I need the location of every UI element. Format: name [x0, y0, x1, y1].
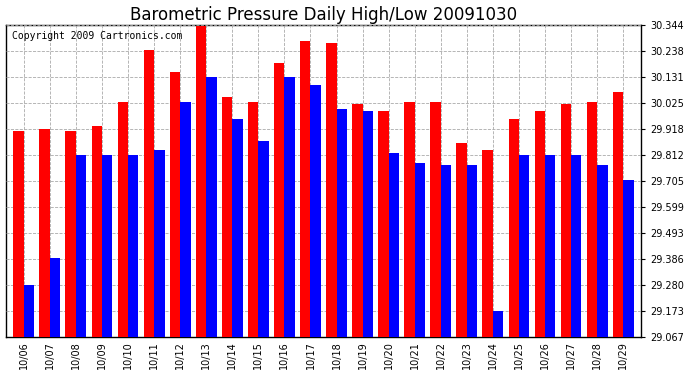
- Bar: [586, 102, 597, 375]
- Title: Barometric Pressure Daily High/Low 20091030: Barometric Pressure Daily High/Low 20091…: [130, 6, 517, 24]
- Bar: [92, 126, 102, 375]
- Bar: [180, 102, 190, 375]
- Bar: [415, 163, 425, 375]
- Bar: [456, 143, 467, 375]
- Bar: [509, 119, 519, 375]
- Bar: [326, 43, 337, 375]
- Bar: [623, 180, 633, 375]
- Bar: [519, 155, 529, 375]
- Bar: [154, 150, 164, 375]
- Bar: [561, 104, 571, 375]
- Bar: [441, 165, 451, 375]
- Bar: [352, 104, 362, 375]
- Bar: [300, 41, 310, 375]
- Bar: [102, 155, 112, 375]
- Bar: [39, 129, 50, 375]
- Bar: [50, 258, 60, 375]
- Bar: [597, 165, 607, 375]
- Bar: [23, 285, 34, 375]
- Bar: [337, 109, 347, 375]
- Bar: [467, 165, 477, 375]
- Bar: [431, 102, 441, 375]
- Bar: [388, 153, 399, 375]
- Bar: [66, 131, 76, 375]
- Text: Copyright 2009 Cartronics.com: Copyright 2009 Cartronics.com: [12, 32, 182, 41]
- Bar: [284, 77, 295, 375]
- Bar: [76, 155, 86, 375]
- Bar: [248, 102, 258, 375]
- Bar: [404, 102, 415, 375]
- Bar: [233, 119, 243, 375]
- Bar: [206, 77, 217, 375]
- Bar: [128, 155, 139, 375]
- Bar: [482, 150, 493, 375]
- Bar: [378, 111, 388, 375]
- Bar: [13, 131, 23, 375]
- Bar: [310, 85, 321, 375]
- Bar: [117, 102, 128, 375]
- Bar: [535, 111, 545, 375]
- Bar: [196, 26, 206, 375]
- Bar: [258, 141, 269, 375]
- Bar: [362, 111, 373, 375]
- Bar: [613, 92, 623, 375]
- Bar: [144, 51, 154, 375]
- Bar: [274, 63, 284, 375]
- Bar: [222, 97, 233, 375]
- Bar: [571, 155, 582, 375]
- Bar: [170, 72, 180, 375]
- Bar: [545, 155, 555, 375]
- Bar: [493, 312, 503, 375]
